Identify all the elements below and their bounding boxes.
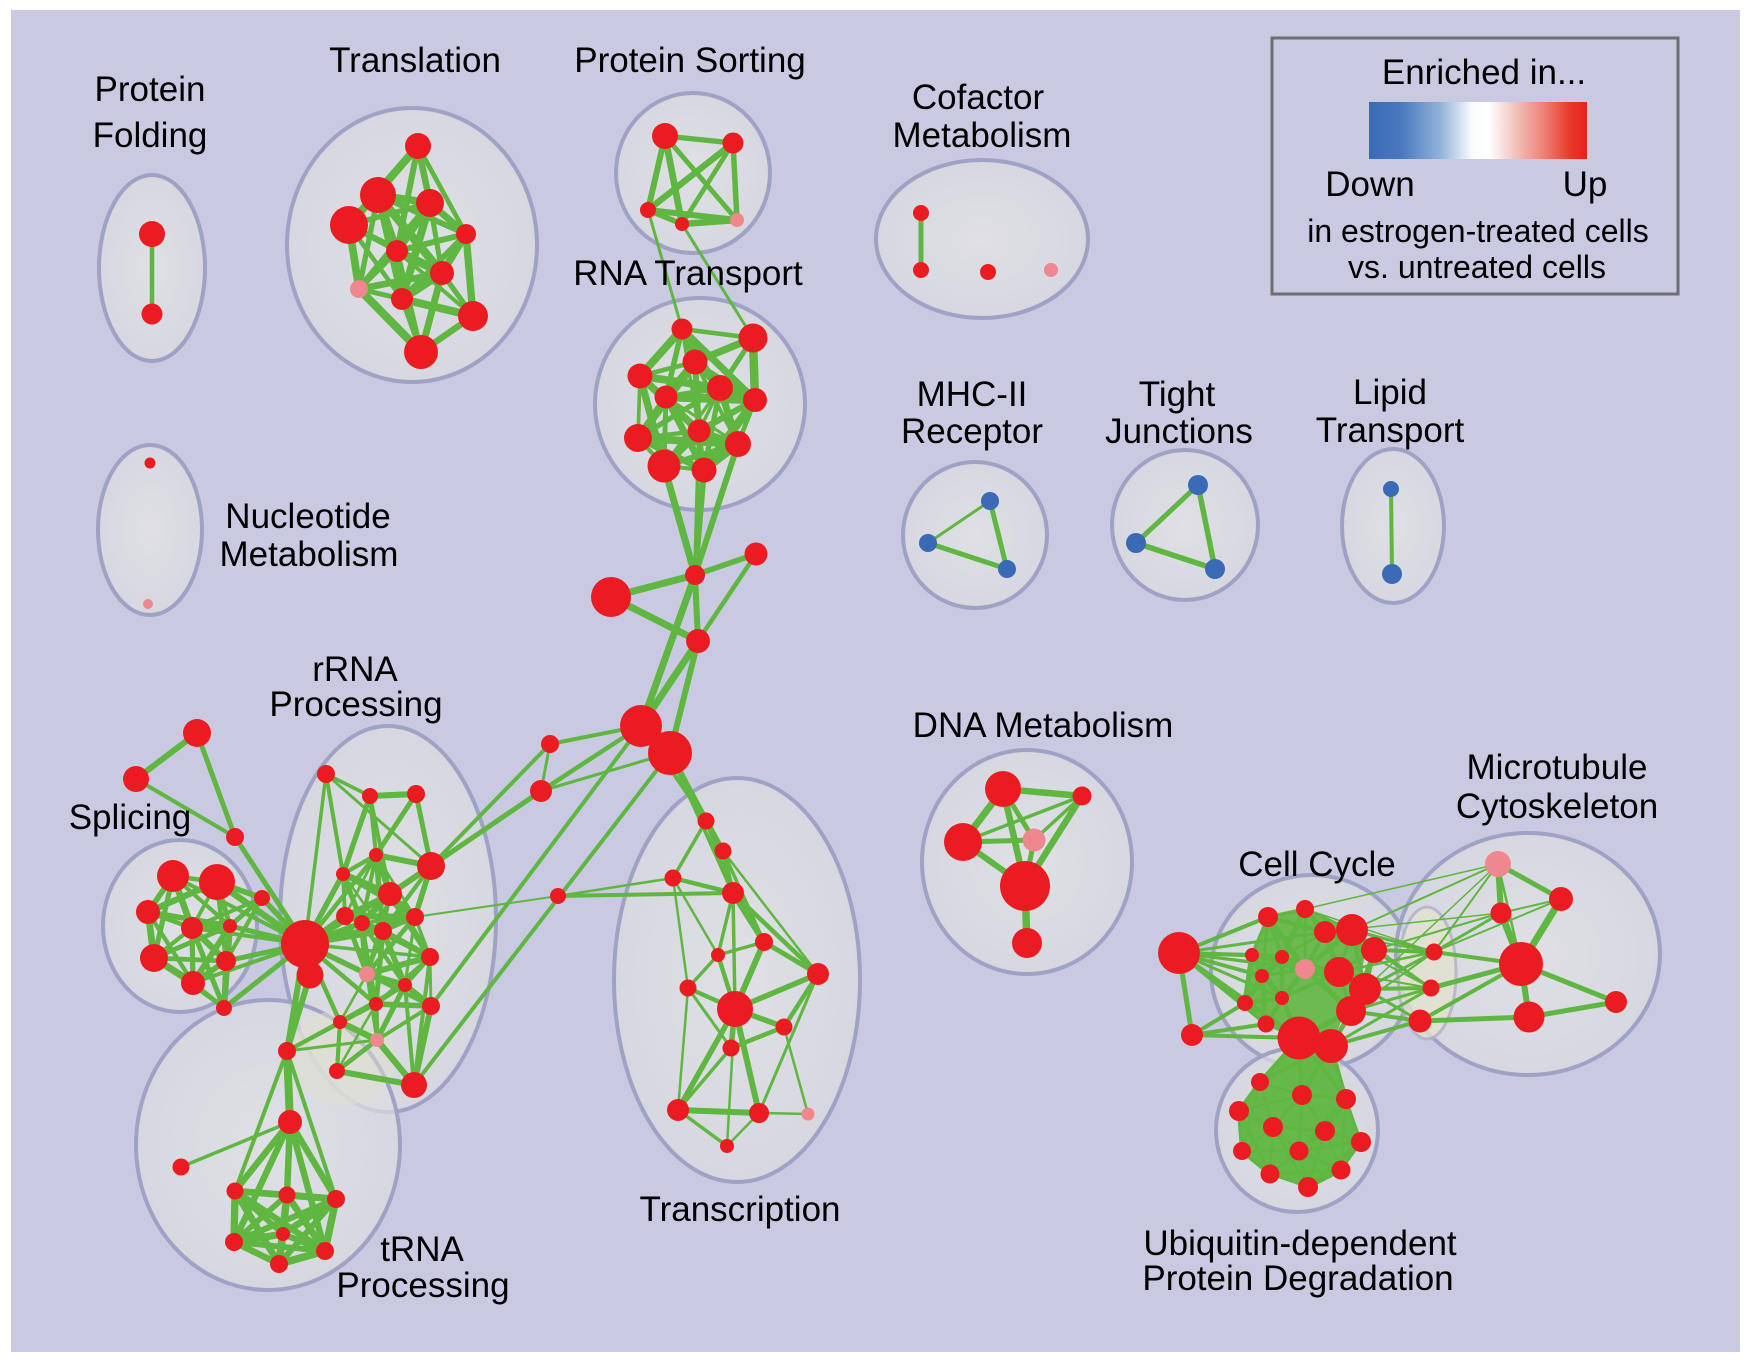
svg-text:Processing: Processing <box>269 685 442 724</box>
svg-text:Cofactor: Cofactor <box>912 78 1045 117</box>
svg-text:Microtubule: Microtubule <box>1467 748 1648 787</box>
svg-text:Metabolism: Metabolism <box>220 535 399 574</box>
svg-text:Up: Up <box>1563 165 1608 204</box>
svg-text:Junctions: Junctions <box>1105 412 1253 451</box>
svg-text:Receptor: Receptor <box>901 412 1043 451</box>
svg-text:Nucleotide: Nucleotide <box>225 497 390 536</box>
svg-text:Enriched in...: Enriched in... <box>1382 53 1586 92</box>
svg-text:Splicing: Splicing <box>69 798 192 837</box>
svg-text:rRNA: rRNA <box>312 650 398 689</box>
svg-text:Translation: Translation <box>329 41 501 80</box>
svg-text:Cell Cycle: Cell Cycle <box>1238 845 1396 884</box>
svg-text:Processing: Processing <box>336 1266 509 1305</box>
svg-text:Folding: Folding <box>93 116 208 155</box>
svg-text:Transport: Transport <box>1316 411 1465 450</box>
svg-text:Metabolism: Metabolism <box>893 116 1072 155</box>
svg-text:Transcription: Transcription <box>640 1190 841 1229</box>
svg-text:Protein: Protein <box>95 70 206 109</box>
svg-text:vs. untreated cells: vs. untreated cells <box>1348 249 1606 285</box>
svg-text:Protein Sorting: Protein Sorting <box>574 41 806 80</box>
svg-text:MHC-II: MHC-II <box>917 375 1028 414</box>
svg-text:tRNA: tRNA <box>380 1230 464 1269</box>
svg-text:in estrogen-treated cells: in estrogen-treated cells <box>1307 213 1649 249</box>
svg-text:RNA Transport: RNA Transport <box>573 254 803 293</box>
svg-text:Lipid: Lipid <box>1353 373 1427 412</box>
svg-text:Ubiquitin-dependent: Ubiquitin-dependent <box>1143 1224 1457 1263</box>
svg-text:Protein Degradation: Protein Degradation <box>1142 1259 1453 1298</box>
svg-text:DNA Metabolism: DNA Metabolism <box>913 706 1174 745</box>
svg-text:Cytoskeleton: Cytoskeleton <box>1456 787 1658 826</box>
svg-text:Down: Down <box>1325 165 1414 204</box>
svg-text:Tight: Tight <box>1139 375 1216 414</box>
